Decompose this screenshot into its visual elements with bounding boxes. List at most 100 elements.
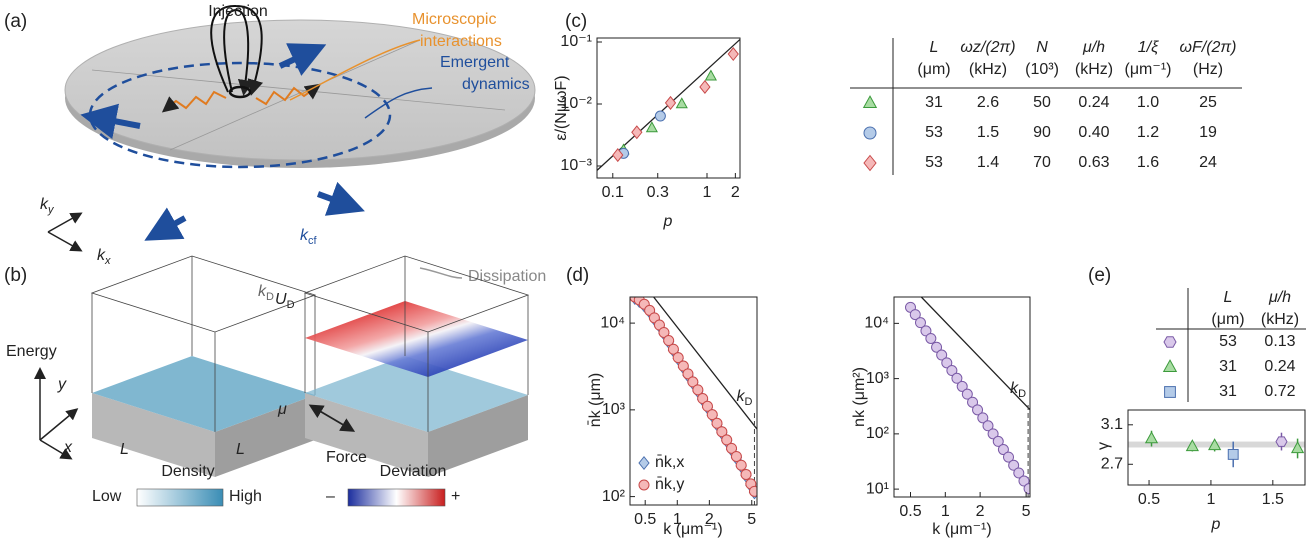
column-header: ωF/(2π) — [1180, 39, 1237, 56]
subscript: D — [744, 396, 752, 408]
table-cell: 0.24 — [1078, 94, 1109, 111]
table-cell: 50 — [1033, 94, 1051, 111]
x-tick-label: 0.5 — [634, 511, 656, 528]
table-cell: 53 — [1219, 333, 1237, 350]
table-cell: 19 — [1199, 124, 1217, 141]
x-tick-label: 2 — [731, 184, 740, 201]
label: Injection — [208, 3, 268, 20]
table-symbol — [864, 127, 876, 139]
flow-arrow — [318, 194, 348, 205]
table-cell: 24 — [1199, 154, 1217, 171]
x-axis-label: k (μm⁻¹) — [663, 521, 722, 538]
marker — [639, 480, 649, 490]
column-unit: (μm) — [1211, 311, 1244, 328]
label: kD — [258, 283, 274, 303]
marker — [666, 97, 676, 110]
y-tick-label: 2.7 — [1101, 455, 1123, 472]
y-tick-label: 3.1 — [1101, 416, 1123, 433]
label: μ — [277, 401, 287, 418]
label: interactions — [420, 33, 502, 50]
charts: 0.10.31210⁻³10⁻²10⁻¹pε/(NμωF)kD0.512510²… — [553, 33, 1306, 538]
panel-label: (b) — [4, 265, 27, 286]
label: kcf — [300, 227, 318, 247]
table-cell: 0.13 — [1264, 333, 1295, 350]
table-cell: 53 — [925, 154, 943, 171]
subscript: y — [47, 204, 55, 216]
marker — [677, 98, 688, 108]
table-cell: 1.5 — [977, 124, 999, 141]
column-unit: (kHz) — [1075, 61, 1113, 78]
panel-label: (e) — [1088, 265, 1111, 286]
column-unit: (10³) — [1025, 61, 1059, 78]
y-tick-label: 10⁻³ — [560, 157, 592, 174]
colorbar-label: + — [451, 488, 460, 505]
column-header: ωz/(2π) — [960, 39, 1015, 56]
column-unit: (Hz) — [1193, 61, 1223, 78]
callout — [420, 268, 462, 278]
table-cell: 1.2 — [1137, 124, 1159, 141]
y-axis-label: ε/(NμωF) — [553, 75, 570, 140]
table-cell: 1.6 — [1137, 154, 1159, 171]
table-cell: 1.0 — [1137, 94, 1159, 111]
label: y — [57, 376, 67, 393]
y-axis-label: n̄k (μm) — [587, 373, 604, 428]
panel-a: Injection Microscopic interactions Emerg… — [40, 3, 546, 303]
x-tick-label: 0.5 — [899, 503, 921, 520]
x-tick-label: 1 — [941, 503, 950, 520]
column-header: N — [1036, 39, 1048, 56]
column-header: L — [1224, 289, 1233, 306]
marker — [1146, 432, 1158, 442]
column-unit: (μm) — [917, 61, 950, 78]
marker — [749, 486, 759, 496]
colorbar-title: Density — [161, 463, 214, 480]
label: Force — [326, 449, 367, 466]
table-cell: 31 — [1219, 358, 1237, 375]
colorbar — [137, 489, 223, 506]
x-tick-label: 5 — [747, 511, 756, 528]
table-cell: 0.72 — [1264, 383, 1295, 400]
column-unit: (μm⁻¹) — [1125, 61, 1172, 78]
figure: (a) (b) (c) (d) (e) Injection Microscopi… — [0, 0, 1312, 542]
table-cell: 70 — [1033, 154, 1051, 171]
colorbar-label: Low — [92, 488, 122, 505]
column-header: μ/h — [1268, 289, 1291, 306]
table-cell: 31 — [1219, 383, 1237, 400]
x-tick-label: 0.3 — [647, 184, 669, 201]
axis-arrow — [48, 232, 80, 250]
y-tick-label: 10¹ — [866, 480, 889, 497]
y-axis-label: nk (μm²) — [851, 367, 868, 427]
table-cell: 0.40 — [1078, 124, 1109, 141]
label: L — [120, 441, 129, 458]
x-axis-label: k (μm⁻¹) — [932, 521, 991, 538]
y-axis-label: γ — [1095, 442, 1112, 450]
x-axis-label: p — [1211, 516, 1221, 533]
label: Emergent — [440, 54, 510, 71]
colorbar-label: – — [326, 488, 335, 505]
table-cell: 31 — [925, 94, 943, 111]
y-tick-label: 10⁻¹ — [560, 33, 592, 50]
deviation-layer — [305, 301, 528, 377]
column-header: 1/ξ — [1138, 39, 1159, 56]
x-tick-label: 2 — [976, 503, 985, 520]
legend-label: n̄k,x — [655, 454, 684, 471]
table-cell: 90 — [1033, 124, 1051, 141]
y-tick-label: 10³ — [602, 401, 626, 418]
table-symbol — [1164, 337, 1176, 347]
x-tick-label: 1 — [703, 184, 712, 201]
x-tick-label: 0.5 — [1138, 491, 1160, 508]
cutoff-label: kD — [1010, 380, 1026, 400]
marker — [700, 81, 710, 94]
y-tick-label: 10³ — [866, 370, 890, 387]
marker — [706, 71, 717, 81]
panel-label: (a) — [4, 11, 27, 32]
cutoff-label: kD — [736, 388, 752, 408]
table-cell: 53 — [925, 124, 943, 141]
column-header: L — [930, 39, 939, 56]
marker — [741, 469, 751, 479]
x-tick-label: 1 — [1206, 491, 1215, 508]
y-tick-label: 10² — [602, 488, 626, 505]
axis-arrow — [48, 214, 80, 232]
column-unit: (kHz) — [1261, 311, 1299, 328]
label: L — [236, 441, 245, 458]
table-cell: 1.4 — [977, 154, 999, 171]
